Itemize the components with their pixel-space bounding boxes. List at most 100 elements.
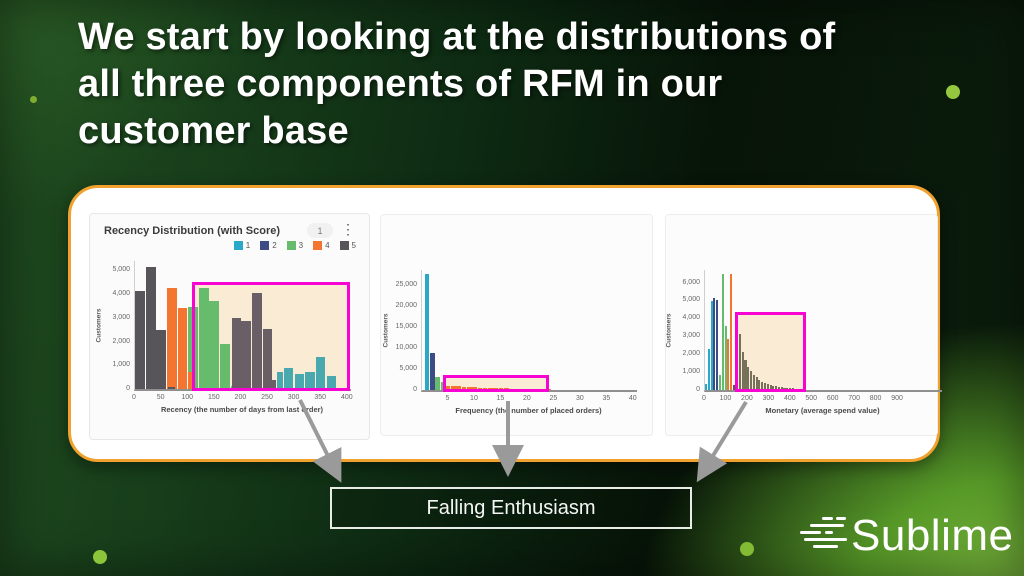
callout-box: Falling Enthusiasm [330,487,692,529]
x-tick-label: 400 [783,395,796,402]
bar [209,301,220,389]
y-tick-label: 4,000 [112,290,130,298]
bar [766,384,769,390]
bar [156,330,167,389]
bar [758,379,761,390]
bar [744,360,747,390]
legend-swatch [313,241,323,250]
bar [769,385,772,390]
kebab-menu-icon[interactable]: ⋮ [341,221,355,237]
bar [166,288,177,389]
y-tick-label: 5,000 [399,364,417,372]
axis-xlabel: Monetary (average spend value) [765,406,880,415]
legend-label: 4 [325,241,330,250]
bar [727,338,730,390]
bar [546,389,552,390]
callout-label: Falling Enthusiasm [426,496,596,519]
y-tick-label: 2,000 [682,350,700,358]
bar [752,374,755,390]
bar [262,328,272,389]
legend-swatch [233,241,243,250]
bar [252,292,262,389]
highlight-border [442,375,549,392]
highlight-region [735,312,806,390]
score-legend: 1 2 3 4 5 [233,241,356,250]
y-tick-label: 3,000 [682,332,700,340]
bar [198,288,209,389]
y-tick-label: 0 [413,386,417,393]
y-tick-label: 6,000 [682,278,700,286]
dashboard-panel: Recency Distribution (with Score) 1 ⋮ 1 2… [68,185,942,462]
x-tick-label: 800 [869,395,882,402]
x-tick-label: 300 [762,395,775,402]
count-badge[interactable]: 1 [307,223,333,238]
bar [231,317,241,389]
logo-wordmark: Sublime [851,511,1014,560]
x-tick-label: 200 [234,394,247,401]
x-tick-label: 350 [314,394,327,401]
plot-area [704,270,942,392]
chart-card-frequency: 0 5,000 10,000 15,000 20,000 25,000 5 10 15 20 25 3… [380,214,653,436]
bar [741,352,744,390]
x-tick-label: 20 [523,395,531,402]
x-tick-label: 5 [445,395,450,402]
title-line-2: all three components of RFM in our [78,63,723,105]
bar [283,368,294,389]
x-tick-label: 35 [602,395,611,402]
highlight-border [192,282,350,391]
bar [755,377,758,390]
plot-area [134,261,351,391]
x-tick-label: 200 [741,395,753,402]
x-tick-label: 700 [848,395,860,402]
x-tick-label: 900 [891,395,903,402]
bar [710,301,713,390]
bar [724,326,727,390]
bar [707,348,710,390]
bar [738,334,741,390]
x-tick-label: 50 [156,394,165,401]
axis-ylabel: Customers [382,313,390,347]
bar [435,376,440,390]
bar [718,374,722,390]
bar [451,385,456,390]
legend-item[interactable]: 3 [286,241,303,250]
bar [445,386,451,390]
bar [167,387,175,389]
legend-item[interactable]: 1 [233,241,251,250]
legend-item[interactable]: 4 [313,241,330,250]
bar [472,387,477,390]
x-tick-label: 30 [575,395,584,402]
bar [747,366,750,390]
bar [326,375,336,389]
bar [482,387,488,390]
legend-item[interactable]: 5 [339,241,356,250]
x-tick-label: 0 [702,395,706,402]
bar [456,386,461,390]
x-tick-label: 250 [261,394,273,401]
bar [763,383,767,390]
legend-label: 1 [245,241,251,250]
accent-dot [93,550,107,564]
x-tick-label: 10 [470,395,478,402]
bar [705,383,708,390]
y-tick-label: 10,000 [395,343,417,351]
chart-card-monetary: 0 1,000 2,000 3,000 4,000 5,000 6,000 0 100 200 30… [665,214,942,436]
bar [467,386,472,390]
x-tick-label: 500 [805,395,818,402]
bar [188,372,193,389]
y-tick-label: 1,000 [112,361,130,369]
legend-item[interactable]: 2 [260,241,277,250]
y-tick-label: 2,000 [112,337,130,345]
x-tick-label: 600 [826,395,839,402]
accent-dot [740,542,754,556]
x-tick-label: 40 [628,395,637,402]
bar [772,385,775,390]
bar [786,387,789,390]
y-tick-label: 5,000 [112,266,130,274]
plot-area [421,270,637,392]
title-line-3: customer base [78,110,349,152]
chart-card-recency: Recency Distribution (with Score) 1 ⋮ 1 2… [89,213,370,440]
bar [716,300,719,390]
bar [272,379,277,389]
